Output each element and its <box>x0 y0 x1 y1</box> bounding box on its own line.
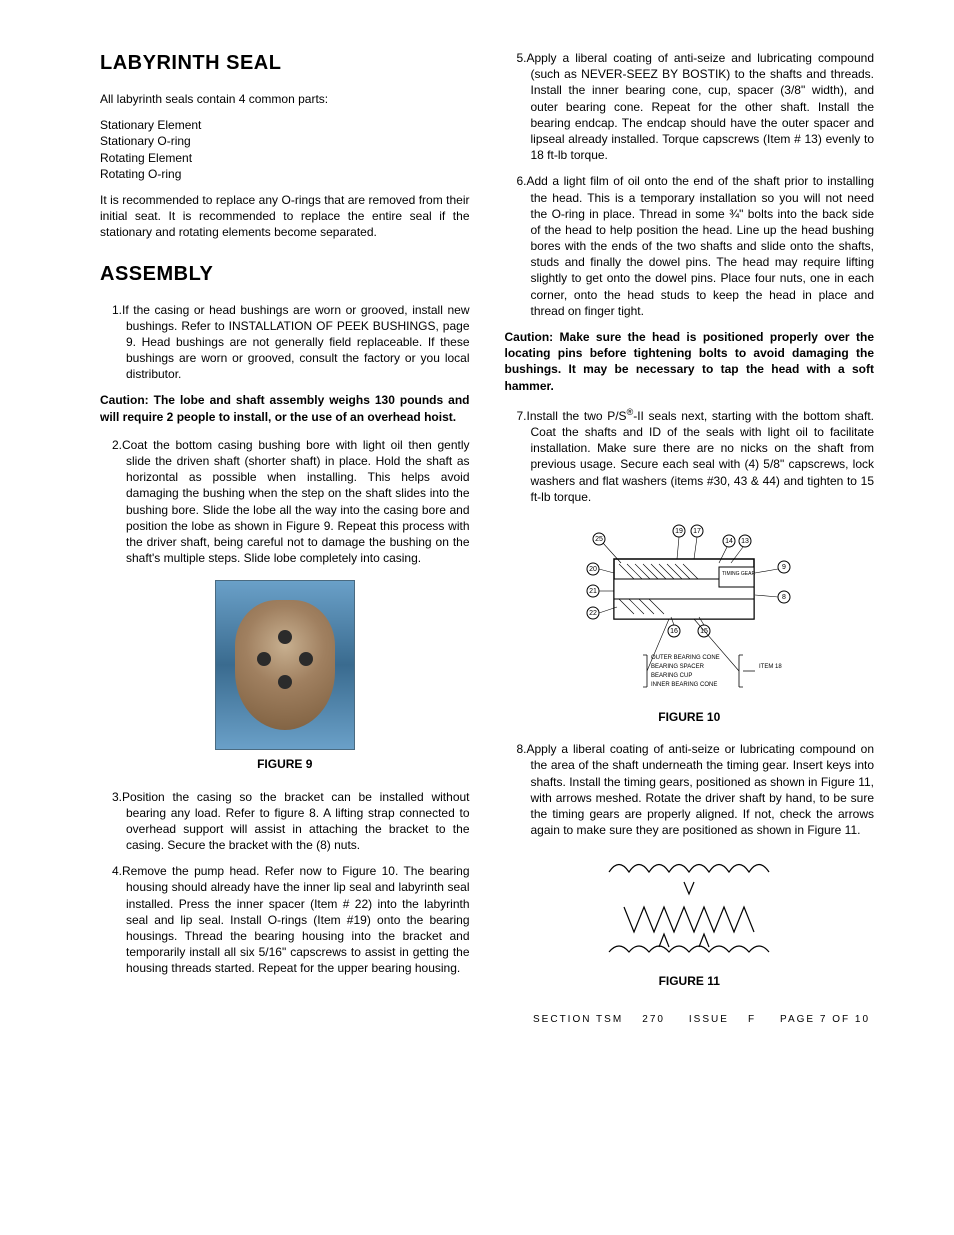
footer-page: PAGE 7 OF 10 <box>780 1014 870 1025</box>
assembly-step-7: 7.Install the two P/S®-II seals next, st… <box>505 406 875 505</box>
fig10-n22: 22 <box>589 610 597 617</box>
part-1: Stationary O-ring <box>100 133 470 149</box>
footer-secnum: 270 <box>642 1014 665 1025</box>
step7-pre: 7.Install the two P/S <box>517 409 627 423</box>
assembly-title: Assembly <box>100 261 470 288</box>
fig10-obc: OUTER BEARING CONE <box>651 655 720 661</box>
fig10-n16: 16 <box>670 628 678 635</box>
figure-9-image <box>215 580 355 750</box>
assembly-caution-2: Caution: Make sure the head is positione… <box>505 329 875 394</box>
right-column: 5.Apply a liberal coating of anti-seize … <box>505 50 875 1005</box>
assembly-step-4: 4.Remove the pump head. Refer now to Fig… <box>100 863 470 976</box>
assembly-step-5: 5.Apply a liberal coating of anti-seize … <box>505 50 875 163</box>
fig10-n9: 9 <box>782 564 786 571</box>
fig10-n19: 19 <box>675 528 683 535</box>
footer-issueval: F <box>748 1014 756 1025</box>
figure-9-hole <box>257 652 271 666</box>
fig10-n8: 8 <box>782 594 786 601</box>
fig10-ibc: INNER BEARING CONE <box>651 682 717 688</box>
labyrinth-intro: All labyrinth seals contain 4 common par… <box>100 91 470 107</box>
fig10-bc: BEARING CUP <box>651 673 692 679</box>
fig10-n21: 21 <box>589 588 597 595</box>
fig10-n13: 13 <box>741 538 749 545</box>
part-0: Stationary Element <box>100 117 470 133</box>
assembly-step-3: 3.Position the casing so the bracket can… <box>100 789 470 854</box>
fig10-n20: 20 <box>589 566 597 573</box>
figure-10-diagram: TIMING GEAR 25 19 17 14 13 9 8 20 21 22 … <box>559 519 819 699</box>
fig10-n17: 17 <box>693 528 701 535</box>
figure-10-caption: Figure 10 <box>505 709 875 725</box>
assembly-step-1: 1.If the casing or head bushings are wor… <box>100 302 470 383</box>
left-column: Labyrinth Seal All labyrinth seals conta… <box>100 50 470 1005</box>
fig10-bs: BEARING SPACER <box>651 664 705 670</box>
part-3: Rotating O-ring <box>100 166 470 182</box>
figure-9-hole <box>278 675 292 689</box>
figure-9-gear <box>235 600 335 730</box>
figure-11-wrap: Figure 11 <box>505 852 875 988</box>
part-2: Rotating Element <box>100 150 470 166</box>
figure-9-hole <box>278 630 292 644</box>
labyrinth-replace-note: It is recommended to replace any O-rings… <box>100 192 470 241</box>
figure-9-caption: Figure 9 <box>100 756 470 772</box>
figure-11-caption: Figure 11 <box>505 973 875 989</box>
content-columns: Labyrinth Seal All labyrinth seals conta… <box>100 50 874 1005</box>
assembly-caution-1: Caution: The lobe and shaft assembly wei… <box>100 392 470 424</box>
fig10-item18: ITEM 18 <box>759 664 782 670</box>
assembly-step-2: 2.Coat the bottom casing bushing bore wi… <box>100 437 470 567</box>
figure-11-diagram <box>589 852 789 962</box>
assembly-step-6: 6.Add a light film of oil onto the end o… <box>505 173 875 319</box>
labyrinth-title: Labyrinth Seal <box>100 50 470 77</box>
figure-10-wrap: TIMING GEAR 25 19 17 14 13 9 8 20 21 22 … <box>505 519 875 725</box>
page-footer: SECTION TSM 270 ISSUE F PAGE 7 OF 10 <box>100 1013 874 1027</box>
parts-list: Stationary Element Stationary O-ring Rot… <box>100 117 470 182</box>
assembly-step-8: 8.Apply a liberal coating of anti-seize … <box>505 741 875 838</box>
footer-section: SECTION TSM <box>533 1014 623 1025</box>
fig10-timing-label: TIMING GEAR <box>722 571 755 577</box>
figure-9-wrap: Figure 9 <box>100 580 470 772</box>
fig10-n14: 14 <box>725 538 733 545</box>
footer-issue: ISSUE <box>689 1014 729 1025</box>
figure-9-hole <box>299 652 313 666</box>
fig10-n25: 25 <box>595 536 603 543</box>
